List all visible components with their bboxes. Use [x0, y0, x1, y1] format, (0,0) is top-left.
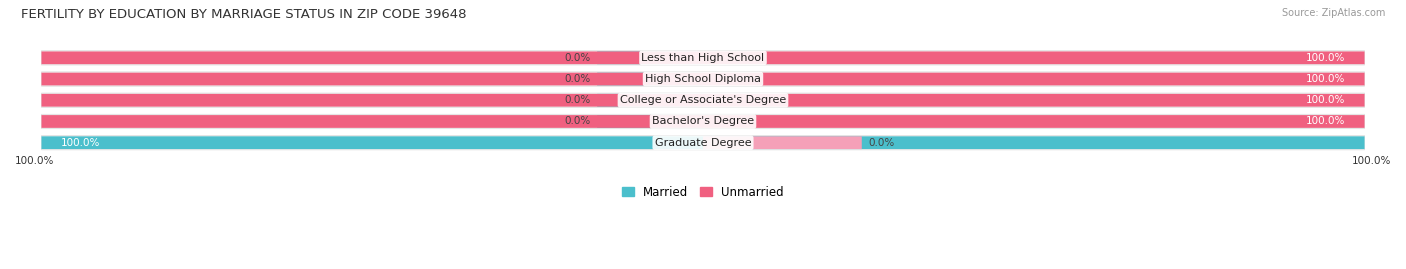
Text: 0.0%: 0.0%	[564, 74, 591, 84]
FancyBboxPatch shape	[41, 115, 1365, 128]
FancyBboxPatch shape	[598, 51, 703, 64]
Legend: Married, Unmarried: Married, Unmarried	[621, 186, 785, 199]
FancyBboxPatch shape	[41, 114, 1365, 129]
FancyBboxPatch shape	[598, 115, 703, 128]
Text: FERTILITY BY EDUCATION BY MARRIAGE STATUS IN ZIP CODE 39648: FERTILITY BY EDUCATION BY MARRIAGE STATU…	[21, 8, 467, 21]
FancyBboxPatch shape	[41, 93, 1365, 108]
Text: Graduate Degree: Graduate Degree	[655, 138, 751, 148]
Text: 0.0%: 0.0%	[564, 53, 591, 63]
Text: 100.0%: 100.0%	[1351, 157, 1391, 167]
FancyBboxPatch shape	[703, 136, 862, 149]
Text: High School Diploma: High School Diploma	[645, 74, 761, 84]
Text: 100.0%: 100.0%	[1305, 53, 1344, 63]
FancyBboxPatch shape	[598, 73, 703, 85]
FancyBboxPatch shape	[41, 136, 1365, 150]
Text: Bachelor's Degree: Bachelor's Degree	[652, 116, 754, 126]
FancyBboxPatch shape	[41, 51, 1365, 64]
Text: Less than High School: Less than High School	[641, 53, 765, 63]
Text: Source: ZipAtlas.com: Source: ZipAtlas.com	[1281, 8, 1385, 18]
FancyBboxPatch shape	[41, 73, 1365, 85]
Text: 100.0%: 100.0%	[1305, 95, 1344, 105]
Text: 100.0%: 100.0%	[15, 157, 55, 167]
Text: 0.0%: 0.0%	[564, 116, 591, 126]
FancyBboxPatch shape	[41, 72, 1365, 86]
Text: 0.0%: 0.0%	[564, 95, 591, 105]
FancyBboxPatch shape	[41, 94, 1365, 107]
Text: 100.0%: 100.0%	[1305, 74, 1344, 84]
FancyBboxPatch shape	[41, 51, 1365, 65]
FancyBboxPatch shape	[598, 94, 703, 107]
Text: 100.0%: 100.0%	[62, 138, 101, 148]
Text: 0.0%: 0.0%	[869, 138, 894, 148]
Text: College or Associate's Degree: College or Associate's Degree	[620, 95, 786, 105]
Text: 100.0%: 100.0%	[1305, 116, 1344, 126]
FancyBboxPatch shape	[41, 136, 1365, 149]
